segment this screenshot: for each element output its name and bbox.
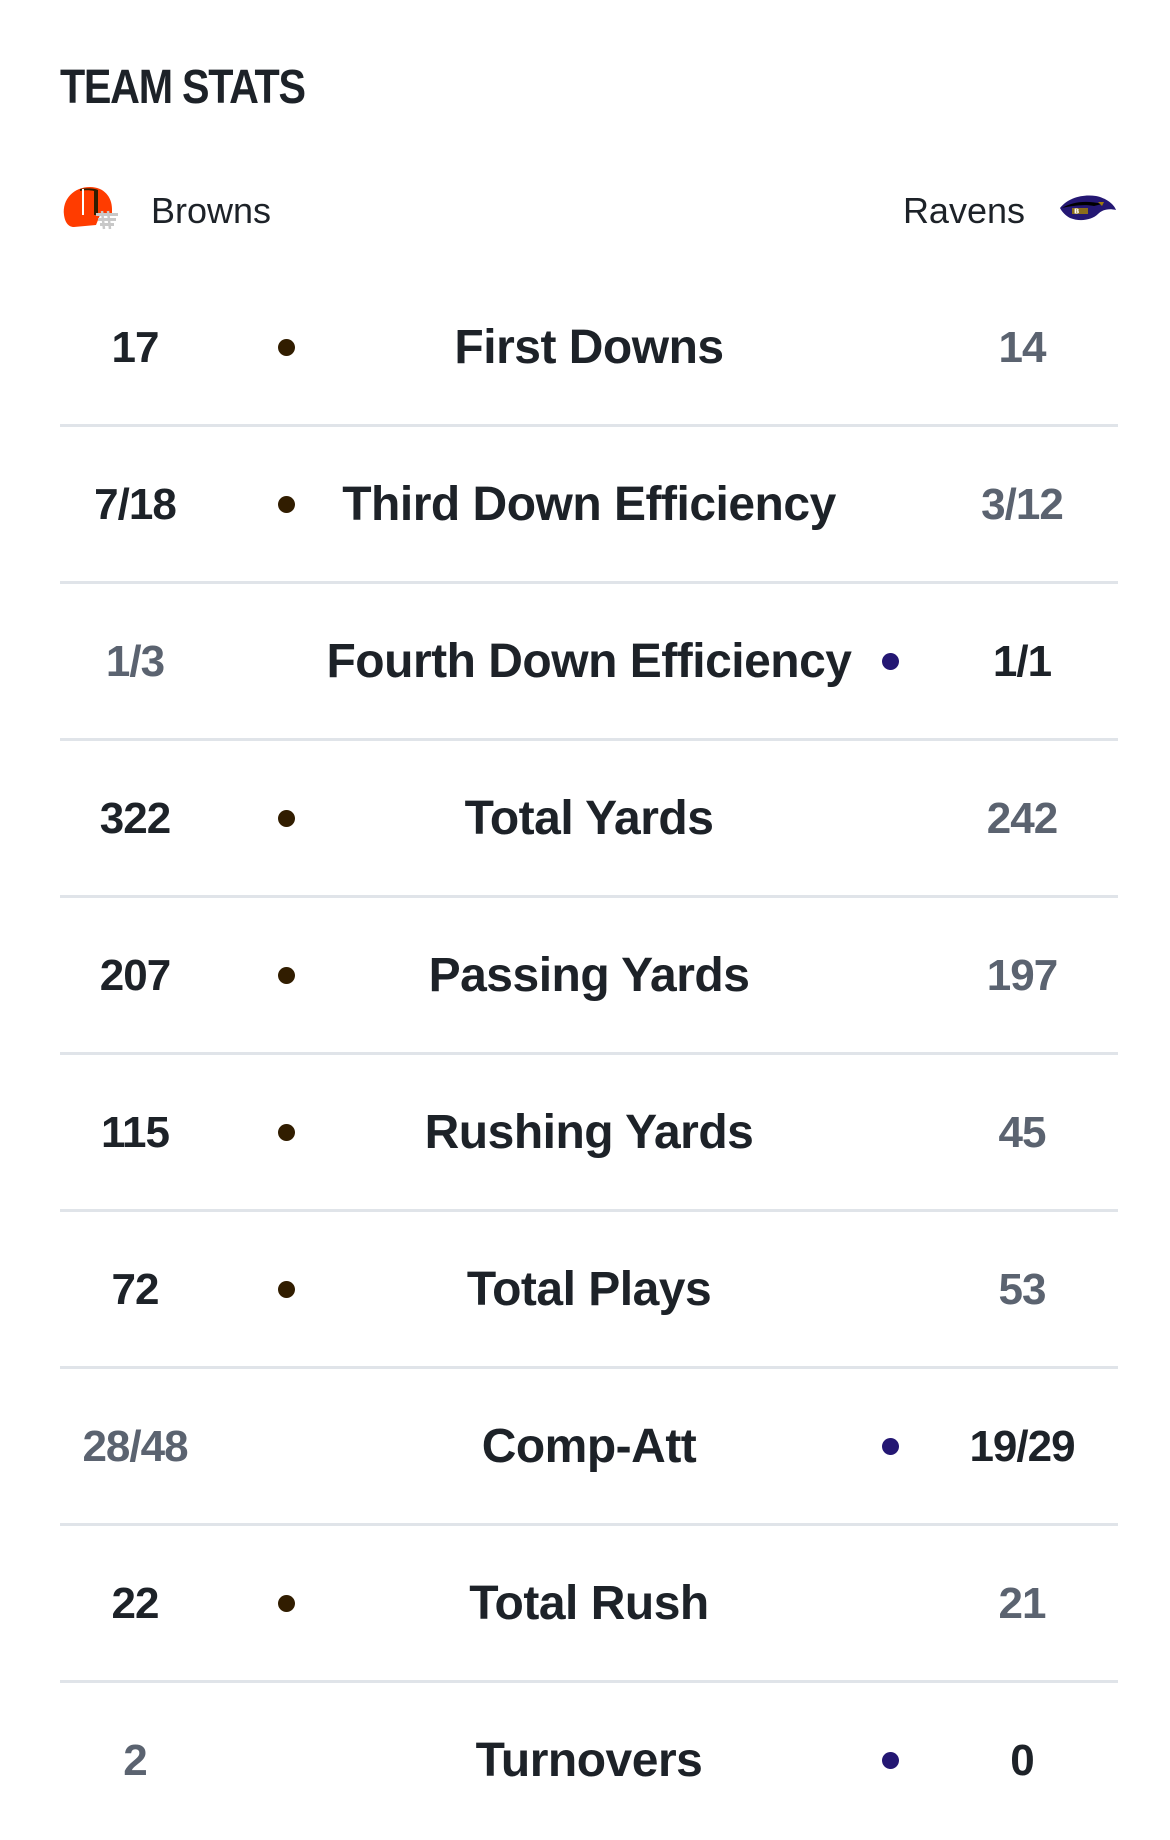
stat-row: 1/3 Fourth Down Efficiency 1/1 (60, 584, 1118, 741)
section-title: TEAM STATS (60, 61, 306, 114)
stat-row: 207 Passing Yards 197 (60, 898, 1118, 1055)
away-stat-value: 207 (99, 951, 171, 1000)
away-leader-dot-icon (278, 810, 295, 827)
away-stat-value: 17 (111, 323, 160, 372)
stat-row: 115 Rushing Yards 45 (60, 1055, 1118, 1212)
away-stat-value: 322 (99, 794, 171, 843)
home-team[interactable]: Ravens B (903, 176, 1118, 246)
away-stat-value: 1/3 (105, 637, 165, 686)
stat-row: 17 First Downs 14 (60, 270, 1118, 427)
ravens-logo-icon: B (1058, 192, 1118, 231)
home-stat-value: 45 (998, 1108, 1047, 1157)
away-stat-value: 28/48 (82, 1422, 188, 1471)
home-stat-value: 21 (998, 1579, 1047, 1628)
home-stat-value: 1/1 (992, 637, 1052, 686)
home-stat-value: 53 (998, 1265, 1047, 1314)
away-leader-dot-icon (278, 967, 295, 984)
stats-table: 17 First Downs 14 7/18 Third Down Efficiency… (60, 270, 1118, 1840)
home-stat-value: 0 (1010, 1736, 1034, 1785)
stat-row: 7/18 Third Down Efficiency 3/12 (60, 427, 1118, 584)
home-leader-dot-icon (882, 1438, 899, 1455)
home-leader-dot-icon (882, 653, 899, 670)
away-stat-value: 115 (101, 1108, 170, 1157)
home-stat-value: 197 (986, 951, 1058, 1000)
away-leader-dot-icon (278, 496, 295, 513)
svg-text:B: B (1074, 207, 1079, 215)
stat-row: 28/48 Comp-Att 19/29 (60, 1369, 1118, 1526)
stat-row: 2 Turnovers 0 (60, 1683, 1118, 1840)
stat-row: 72 Total Plays 53 (60, 1212, 1118, 1369)
away-leader-dot-icon (278, 339, 295, 356)
away-stat-value: 7/18 (94, 480, 177, 529)
away-leader-dot-icon (278, 1281, 295, 1298)
home-stat-value: 19/29 (969, 1422, 1075, 1471)
away-stat-value: 72 (111, 1265, 160, 1314)
stat-row: 22 Total Rush 21 (60, 1526, 1118, 1683)
away-stat-value: 2 (123, 1736, 147, 1785)
home-stat-value: 3/12 (981, 480, 1064, 529)
teams-header: Browns Ravens B (60, 176, 1118, 246)
away-team[interactable]: Browns (60, 176, 271, 246)
away-team-name: Browns (151, 190, 272, 231)
home-stat-value: 242 (986, 794, 1058, 843)
away-leader-dot-icon (278, 1595, 295, 1612)
home-team-name: Ravens (902, 190, 1025, 231)
home-stat-value: 14 (998, 323, 1047, 372)
home-leader-dot-icon (882, 1752, 899, 1769)
stat-row: 322 Total Yards 242 (60, 741, 1118, 898)
away-stat-value: 22 (111, 1579, 160, 1628)
browns-helmet-icon (60, 185, 118, 238)
away-leader-dot-icon (278, 1124, 295, 1141)
